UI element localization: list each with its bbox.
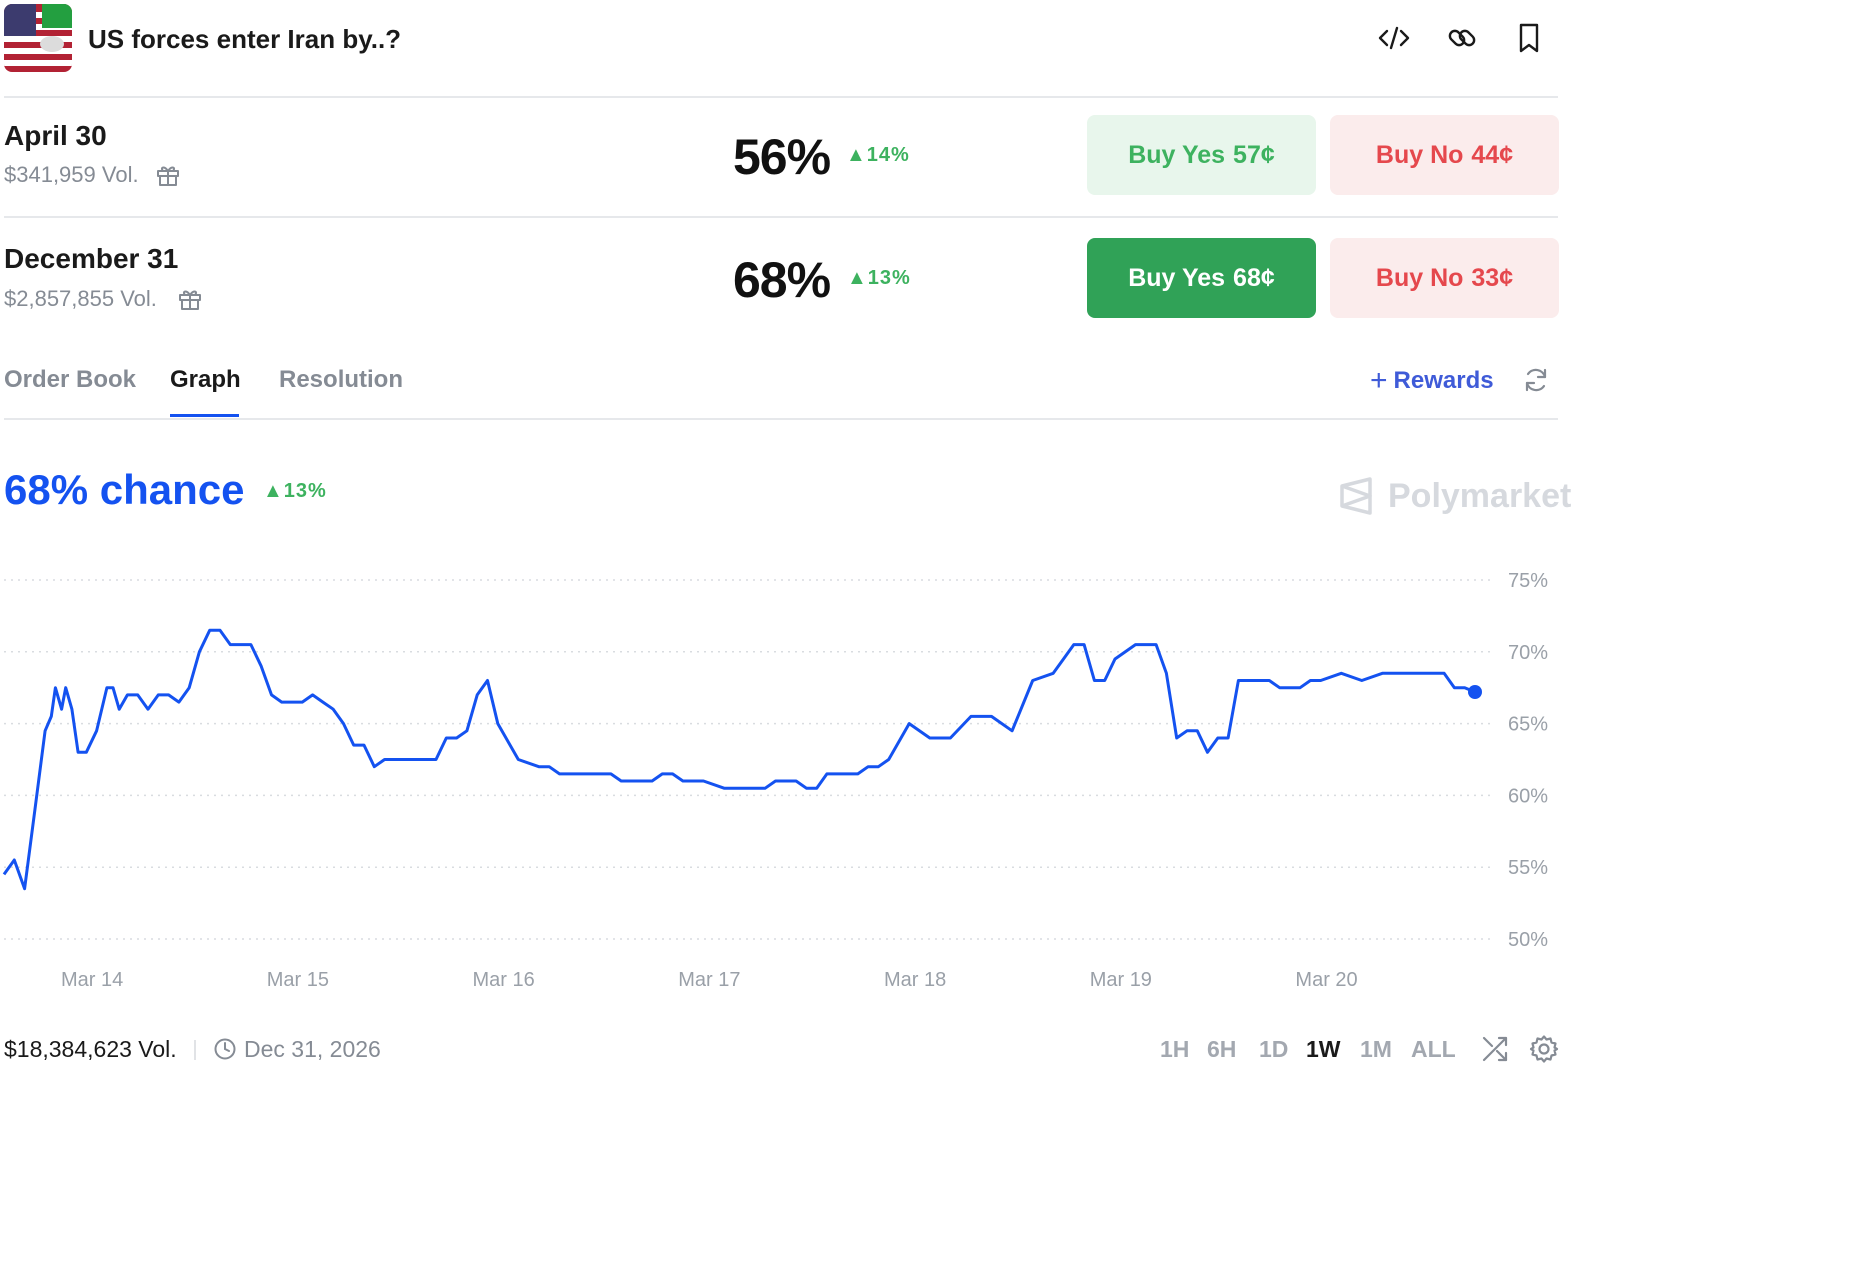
- active-tab-indicator: [170, 414, 239, 417]
- y-tick-label: 70%: [1508, 642, 1548, 664]
- gift-icon[interactable]: [177, 286, 203, 312]
- series-line: [2, 628, 1476, 891]
- range-all[interactable]: ALL: [1411, 1036, 1456, 1062]
- y-tick-label: 50%: [1508, 929, 1548, 951]
- x-tick-label: Mar 20: [1295, 969, 1357, 991]
- outcome-volume: $341,959 Vol.: [4, 162, 139, 187]
- divider: [4, 418, 1558, 420]
- plus-icon: +: [1370, 364, 1388, 397]
- divider: [4, 96, 1558, 98]
- outcome-volume: $2,857,855 Vol.: [4, 286, 157, 311]
- polymarket-logo-icon: [1340, 477, 1372, 515]
- buy-yes-button[interactable]: Buy Yes 57¢: [1087, 115, 1316, 195]
- buy-no-button[interactable]: Buy No 44¢: [1330, 115, 1559, 195]
- outcome-row-april-30[interactable]: April 30 $341,959 Vol. 56% ▲14% Buy Yes 5…: [0, 98, 1858, 216]
- x-tick-label: Mar 19: [1090, 969, 1152, 991]
- market-thumbnail: [4, 4, 72, 72]
- x-tick-label: Mar 18: [884, 969, 946, 991]
- outcome-percent: 68%: [733, 252, 831, 308]
- separator: [194, 1040, 196, 1060]
- outcome-name: December 31: [4, 243, 179, 274]
- x-tick-label: Mar 17: [678, 969, 740, 991]
- chart-footer: $18,384,623 Vol. Dec 31, 2026 1H 6H 1D 1…: [0, 1028, 1858, 1072]
- total-volume: $18,384,623 Vol.: [4, 1036, 177, 1062]
- gift-icon[interactable]: [155, 162, 181, 188]
- y-tick-label: 55%: [1508, 857, 1548, 879]
- range-1h[interactable]: 1H: [1160, 1036, 1190, 1062]
- outcome-name: April 30: [4, 120, 107, 151]
- tab-graph[interactable]: Graph: [170, 366, 241, 393]
- tab-resolution[interactable]: Resolution: [279, 366, 403, 393]
- range-6h[interactable]: 6H: [1207, 1036, 1237, 1062]
- link-icon[interactable]: [1444, 20, 1480, 56]
- range-1w[interactable]: 1W: [1306, 1036, 1341, 1062]
- outcome-change: ▲14%: [846, 144, 910, 166]
- buy-no-button[interactable]: Buy No 33¢: [1330, 238, 1559, 318]
- market-header: US forces enter Iran by..?: [0, 0, 1858, 96]
- end-date: Dec 31, 2026: [244, 1036, 381, 1062]
- latest-point: [1468, 685, 1482, 700]
- buy-yes-button[interactable]: Buy Yes 68¢: [1087, 238, 1316, 318]
- chance-label: 68% chance: [4, 466, 245, 513]
- y-tick-label: 75%: [1508, 570, 1548, 592]
- clock-icon: [213, 1037, 237, 1061]
- up-arrow-icon: ▲: [846, 144, 867, 166]
- y-tick-label: 60%: [1508, 785, 1548, 807]
- x-tick-label: Mar 14: [61, 969, 123, 991]
- market-title: US forces enter Iran by..?: [88, 24, 402, 54]
- outcome-percent: 56%: [733, 129, 831, 185]
- polymarket-logo: Polymarket: [1336, 476, 1571, 516]
- bookmark-icon[interactable]: [1511, 20, 1547, 56]
- shuffle-icon[interactable]: [1480, 1034, 1510, 1064]
- y-tick-label: 65%: [1508, 714, 1548, 736]
- outcome-change: ▲13%: [847, 267, 911, 289]
- outcome-row-december-31[interactable]: December 31 $2,857,855 Vol. 68% ▲13% Buy…: [0, 218, 1858, 336]
- settings-gear-icon[interactable]: [1529, 1034, 1559, 1064]
- x-tick-label: Mar 16: [472, 969, 534, 991]
- up-arrow-icon: ▲: [847, 267, 868, 289]
- code-icon[interactable]: [1376, 20, 1412, 56]
- refresh-icon[interactable]: [1522, 366, 1550, 394]
- range-1m[interactable]: 1M: [1360, 1036, 1392, 1062]
- rewards-button[interactable]: + Rewards: [1370, 364, 1494, 397]
- price-history-chart[interactable]: 75% 70% 65% 60% 55% 50% Mar 14 Mar 15 Mar 16 Mar …: [0, 540, 1858, 1010]
- range-1d[interactable]: 1D: [1259, 1036, 1289, 1062]
- chance-change: ▲13%: [263, 480, 327, 502]
- up-arrow-icon: ▲: [263, 480, 284, 502]
- tab-order-book[interactable]: Order Book: [4, 366, 137, 393]
- x-tick-label: Mar 15: [267, 969, 329, 991]
- tab-bar: Order Book Graph Resolution + Rewards: [0, 356, 1858, 420]
- divider: [4, 216, 1558, 218]
